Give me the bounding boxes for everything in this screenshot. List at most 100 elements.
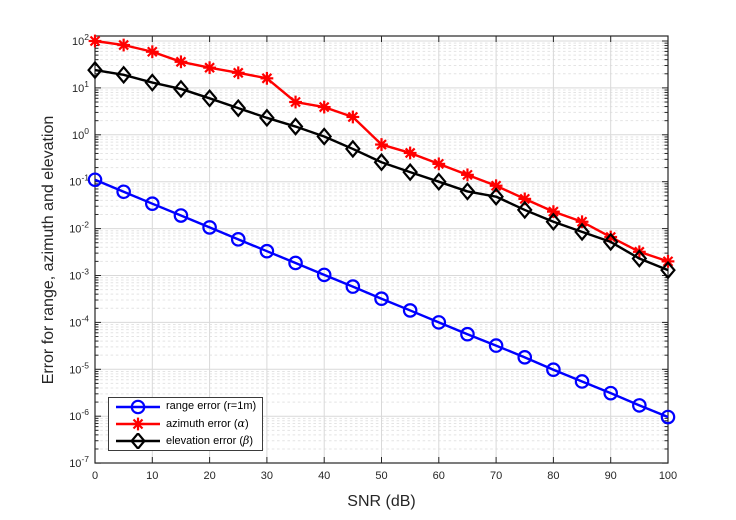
data-point-marker <box>260 71 274 85</box>
data-point-marker <box>117 38 131 52</box>
y-tick-label: 10-7 <box>69 454 89 470</box>
data-point-marker <box>316 267 332 283</box>
data-point-marker <box>230 232 246 247</box>
series-markers-range-error <box>87 172 676 425</box>
y-tick-label: 10-1 <box>69 173 89 189</box>
legend-item-elevation-error: elevation error (β) <box>115 433 262 450</box>
data-point-marker <box>345 279 361 294</box>
data-point-marker <box>575 215 589 229</box>
x-tick-label: 80 <box>547 470 559 482</box>
data-point-marker <box>201 88 218 108</box>
x-tick-label: 30 <box>261 470 273 482</box>
data-point-marker <box>403 146 417 160</box>
legend-marker-diamond-icon <box>116 433 160 450</box>
data-point-marker <box>488 187 504 206</box>
data-point-marker <box>574 374 590 389</box>
x-tick-label: 90 <box>605 470 617 482</box>
data-point-marker <box>116 184 131 200</box>
data-point-marker <box>430 172 447 192</box>
data-point-marker <box>459 182 476 201</box>
data-point-marker <box>87 172 103 188</box>
data-point-marker <box>516 200 533 220</box>
x-tick-labels: 0 10 20 30 40 50 60 70 80 90 100 <box>92 470 677 482</box>
y-tick-label: 102 <box>72 32 89 48</box>
y-tick-label: 10-5 <box>69 360 89 376</box>
data-point-marker <box>145 196 160 211</box>
x-tick-label: 50 <box>375 470 387 482</box>
data-point-marker <box>602 232 619 252</box>
data-point-marker <box>88 34 102 48</box>
y-tick-labels: 102 101 100 10-1 10-2 10-3 10-4 10-5 10-6 10-7 <box>69 32 89 470</box>
data-point-marker <box>288 255 303 271</box>
legend-marker-circle-icon <box>116 399 160 414</box>
data-point-marker <box>517 350 533 365</box>
data-point-marker <box>259 108 275 128</box>
data-point-marker <box>130 399 146 414</box>
data-point-marker <box>488 338 504 353</box>
y-tick-label: 10-6 <box>69 407 89 423</box>
data-point-marker <box>115 65 132 85</box>
data-point-marker <box>230 98 247 118</box>
x-axis-label: SNR (dB) <box>347 493 416 510</box>
data-point-marker <box>631 249 648 268</box>
series-markers-azimuth-error <box>88 34 675 268</box>
data-point-marker <box>145 45 159 59</box>
series-markers-elevation-error <box>87 60 676 280</box>
data-point-marker <box>289 95 302 109</box>
series-line-elevation-error <box>94 68 669 272</box>
data-point-marker <box>432 157 446 171</box>
data-point-marker <box>660 409 676 425</box>
data-point-marker <box>345 139 361 159</box>
y-tick-label: 101 <box>72 79 89 95</box>
legend: range error (r=1m) azimuth error (α) ele… <box>108 397 263 451</box>
x-tick-label: 0 <box>92 470 98 482</box>
data-point-marker <box>173 79 189 99</box>
legend-item-range-error: range error (r=1m) <box>115 399 262 415</box>
data-point-marker <box>375 138 388 151</box>
data-point-marker <box>574 222 590 242</box>
y-tick-label: 10-4 <box>69 313 89 329</box>
axis-ticks <box>94 36 669 464</box>
data-point-marker <box>174 55 188 69</box>
data-point-marker <box>130 433 146 450</box>
data-point-marker <box>632 398 647 413</box>
data-point-marker <box>259 243 275 259</box>
legend-label: azimuth error (α) <box>166 416 249 430</box>
data-point-marker <box>203 61 216 75</box>
legend-item-azimuth-error: azimuth error (α) <box>115 416 262 432</box>
data-point-marker <box>287 117 304 136</box>
data-point-marker <box>346 110 360 124</box>
data-point-marker <box>660 260 676 280</box>
data-point-marker <box>431 315 447 330</box>
data-point-marker <box>461 168 474 182</box>
data-point-marker <box>373 152 390 172</box>
data-point-marker <box>546 362 561 378</box>
legend-label: range error (r=1m) <box>166 400 257 413</box>
data-point-marker <box>460 326 475 342</box>
data-point-marker <box>489 179 503 193</box>
legend-label: elevation error (β) <box>166 434 254 448</box>
data-point-marker <box>545 212 562 232</box>
x-tick-label: 70 <box>490 470 502 482</box>
y-tick-label: 10-3 <box>69 267 89 283</box>
x-tick-label: 10 <box>146 470 158 482</box>
data-point-marker <box>402 303 418 318</box>
y-tick-label: 10-2 <box>69 220 89 236</box>
y-axis-label: Error for range, azimuth and elevation <box>40 115 57 385</box>
y-tick-label: 100 <box>72 126 89 142</box>
x-tick-label: 40 <box>318 470 330 482</box>
data-point-marker <box>402 162 418 182</box>
data-point-marker <box>144 73 161 92</box>
data-point-marker <box>231 66 245 80</box>
data-point-marker <box>87 60 103 80</box>
data-point-marker <box>374 291 389 307</box>
data-point-marker <box>317 100 331 114</box>
data-point-marker <box>547 205 560 219</box>
data-point-marker <box>316 127 333 146</box>
x-tick-label: 60 <box>433 470 445 482</box>
data-point-marker <box>603 385 618 401</box>
series-line-range-error <box>94 178 669 419</box>
legend-marker-asterisk-icon <box>116 417 160 431</box>
